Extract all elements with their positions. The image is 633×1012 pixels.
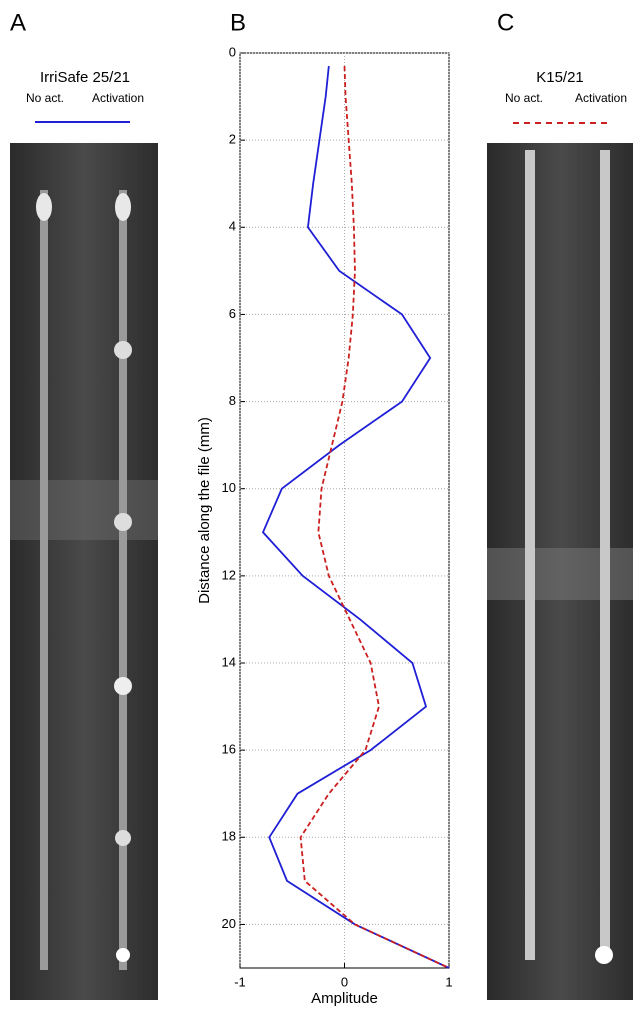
photo (487, 143, 633, 1000)
y-tick-label: 18 (222, 829, 236, 844)
y-tick-label: 20 (222, 916, 236, 931)
panel-letter: B (230, 9, 246, 36)
panel-title: K15/21 (536, 69, 584, 86)
y-tick-label: 4 (229, 219, 236, 234)
y-tick-label: 10 (222, 480, 236, 495)
y-tick-label: 16 (222, 742, 236, 757)
photo (10, 143, 158, 1000)
photo-label: Activation (575, 91, 627, 105)
photo-label: No act. (505, 91, 543, 105)
x-tick-label: 0 (341, 974, 348, 989)
y-tick-label: 8 (229, 393, 236, 408)
x-axis-label: Amplitude (311, 990, 378, 1007)
x-tick-label: 1 (445, 974, 452, 989)
panel-title: IrriSafe 25/21 (40, 69, 130, 86)
y-axis-label: Distance along the file (mm) (196, 417, 213, 604)
data-line (299, 66, 450, 969)
y-tick-label: 0 (229, 44, 236, 59)
data-line (261, 65, 450, 969)
photo-label: No act. (26, 91, 64, 105)
y-tick-label: 6 (229, 306, 236, 321)
photo-label: Activation (92, 91, 144, 105)
panel-letter: A (10, 9, 26, 36)
y-tick-label: 2 (229, 132, 236, 147)
y-tick-label: 12 (222, 567, 236, 582)
y-tick-label: 14 (222, 654, 236, 669)
panel-letter: C (497, 9, 514, 36)
x-tick-label: -1 (234, 974, 246, 989)
